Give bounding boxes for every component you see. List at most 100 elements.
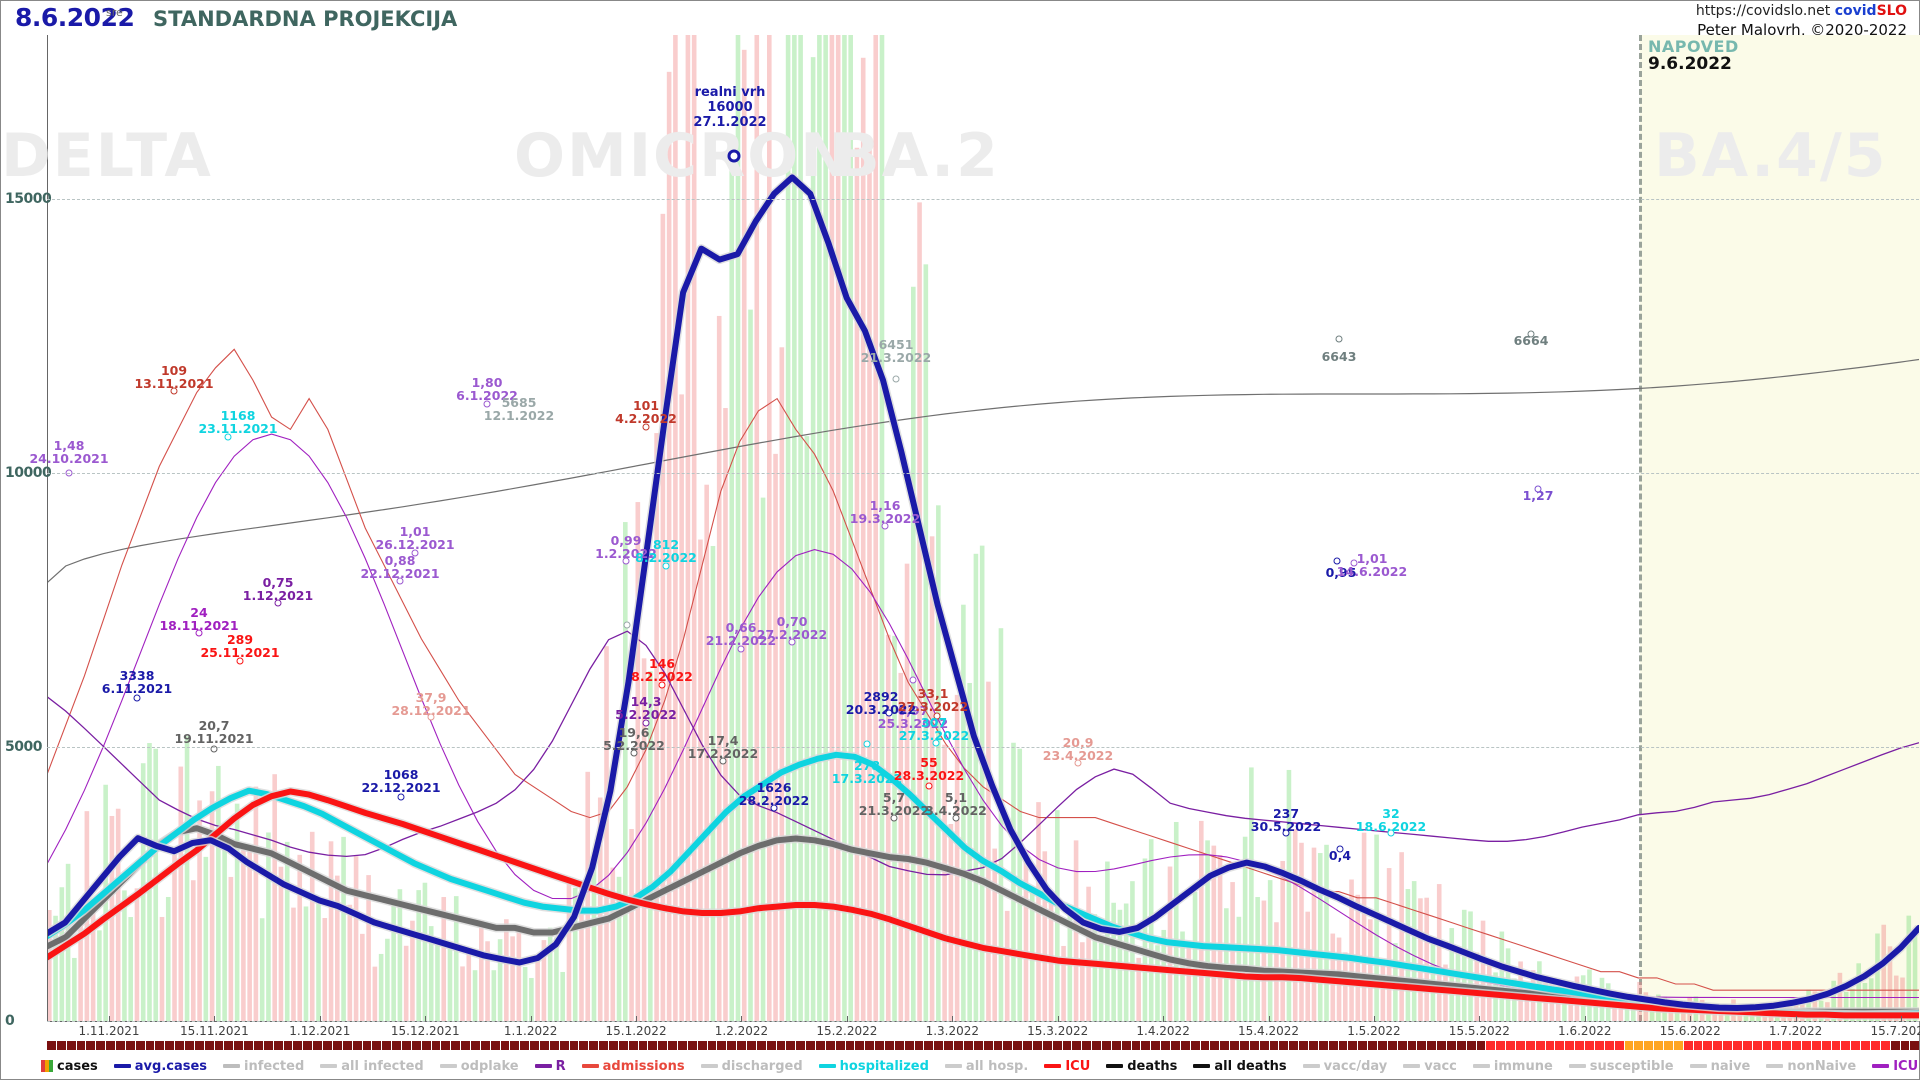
- peak-marker: [727, 149, 741, 163]
- annotation-marker: [274, 599, 282, 607]
- stripe-segment: [66, 1041, 76, 1050]
- annotation-marker: [170, 387, 178, 395]
- stripe-segment: [106, 1041, 116, 1050]
- stripe-segment: [303, 1041, 313, 1050]
- annotation-marker: [1350, 559, 1358, 567]
- stripe-segment: [1890, 1041, 1900, 1050]
- stripe-segment: [707, 1041, 717, 1050]
- annotation-marker: [411, 549, 419, 557]
- annotation-value: 19,6: [618, 725, 650, 740]
- stripe-segment: [618, 1041, 628, 1050]
- x-tick-label: 1.3.2022: [925, 1024, 979, 1038]
- stripe-segment: [1752, 1041, 1762, 1050]
- stripe-segment: [1466, 1041, 1476, 1050]
- annotation-date: 14.6.2022: [1336, 564, 1408, 579]
- legend-item-all-deaths[interactable]: all deaths: [1193, 1059, 1287, 1074]
- annotation-marker: [622, 557, 630, 565]
- legend-item-icu-in[interactable]: ICU in: [1872, 1059, 1920, 1074]
- stripe-segment: [1870, 1041, 1880, 1050]
- legend-label: discharged: [721, 1058, 803, 1074]
- x-tick-mark: [319, 1016, 321, 1022]
- stripe-segment: [559, 1041, 569, 1050]
- stripe-segment: [1220, 1041, 1230, 1050]
- legend-item-all-infected[interactable]: all infected: [320, 1059, 424, 1074]
- annotation-date: 12.1.2022: [483, 408, 555, 423]
- legend-item-hospitalized[interactable]: hospitalized: [818, 1059, 929, 1074]
- legend-item-admissions[interactable]: admissions: [581, 1059, 685, 1074]
- stripe-segment: [1289, 1041, 1299, 1050]
- legend-item-infected[interactable]: infected: [223, 1059, 304, 1074]
- legend-swatch: [818, 1064, 836, 1068]
- stripe-segment: [224, 1041, 234, 1050]
- site-url[interactable]: https://covidslo.net covidSLO: [1696, 3, 1907, 19]
- x-tick-label: 15.6.2022: [1659, 1024, 1721, 1038]
- legend-item-r[interactable]: R: [534, 1059, 566, 1074]
- legend-item-avg-cases[interactable]: avg.cases: [113, 1059, 207, 1074]
- stripe-segment: [441, 1041, 451, 1050]
- stripe-segment: [914, 1041, 924, 1050]
- annotation-value: 0,99: [610, 533, 642, 548]
- annotation-a24: 1626 28.2.2022: [739, 781, 809, 807]
- annotation-value: 33,1: [917, 686, 949, 701]
- annotation-a08: 0,75 1.12.2021: [243, 576, 313, 602]
- stripe-segment: [1239, 1041, 1249, 1050]
- legend-item-immune[interactable]: immune: [1472, 1059, 1553, 1074]
- stripe-segment: [1131, 1041, 1141, 1050]
- annotation-a37: 32 18.6.2022: [1356, 807, 1426, 833]
- legend-item-all-hosp[interactable]: all hosp.: [944, 1059, 1028, 1074]
- stripe-segment: [1732, 1041, 1742, 1050]
- legend-item-odplake[interactable]: odplake: [439, 1059, 519, 1074]
- annotation-date: 23.4.2022: [1042, 748, 1114, 763]
- legend-item-naive[interactable]: naive: [1689, 1059, 1750, 1074]
- legend-item-vacc-day[interactable]: vacc/day: [1302, 1059, 1387, 1074]
- stripe-segment: [1516, 1041, 1525, 1050]
- legend-item-discharged[interactable]: discharged: [700, 1058, 803, 1074]
- stripe-segment: [1348, 1041, 1358, 1050]
- annotation-a33: 5,7 21.3.2022: [859, 791, 929, 817]
- annotation-marker: [224, 433, 232, 441]
- annotation-value: 20,7: [198, 718, 230, 733]
- annotation-marker: [1387, 829, 1395, 837]
- legend-item-icu[interactable]: ICU: [1044, 1059, 1090, 1074]
- x-tick-mark: [1901, 1016, 1902, 1022]
- annotation-date: 1.12.2021: [242, 588, 314, 603]
- annotation-value: 1,01: [1356, 551, 1388, 566]
- stripe-segment: [1723, 1041, 1732, 1050]
- stripe-segment: [1525, 1041, 1535, 1050]
- x-tick-mark: [1479, 1016, 1481, 1022]
- annotation-marker: [623, 621, 631, 629]
- annotation-value: 0,70: [776, 614, 808, 629]
- annotation-date: 28.12.2021: [391, 703, 471, 718]
- stripe-segment: [1437, 1041, 1447, 1050]
- annotation-a04: 289 25.11.2021: [200, 633, 279, 659]
- annotation-date: 6.1.2022: [456, 388, 518, 403]
- annotation-value: 1626: [756, 780, 792, 795]
- annotation-marker: [236, 657, 244, 665]
- annotation-marker: [952, 814, 960, 822]
- stripe-segment: [313, 1041, 323, 1050]
- annotation-date: 22.12.2021: [360, 566, 440, 581]
- stripe-segment: [1634, 1041, 1644, 1050]
- annotation-a05: 24 18.11.2021: [159, 606, 238, 632]
- annotation-value: 1,16: [869, 498, 901, 513]
- stripe-segment: [362, 1041, 372, 1050]
- stripe-segment: [96, 1041, 106, 1050]
- stripe-segment: [185, 1041, 194, 1050]
- annotation-a18: 0,66 21.2.2022: [706, 621, 776, 647]
- annotation-a09: 0,88 22.12.2021: [360, 554, 439, 580]
- annotation-date: 8.2.2022: [635, 550, 697, 565]
- annotation-value: 289: [226, 632, 254, 647]
- stripe-segment: [786, 1041, 796, 1050]
- legend-item-cases[interactable]: cases: [41, 1059, 98, 1074]
- annotation-date: 22.12.2021: [361, 780, 441, 795]
- annotation-date: 24.10.2021: [29, 451, 109, 466]
- legend-item-susceptible[interactable]: susceptible: [1568, 1059, 1674, 1074]
- stripe-segment: [1092, 1041, 1101, 1050]
- legend-item-deaths[interactable]: deaths: [1106, 1059, 1177, 1074]
- legend-item-vacc[interactable]: vacc: [1403, 1059, 1457, 1074]
- stripe-segment: [1545, 1041, 1555, 1050]
- annotation-marker: [1282, 829, 1290, 837]
- stripe-segment: [214, 1041, 224, 1050]
- legend-item-nonnaive[interactable]: nonNaive: [1766, 1059, 1856, 1074]
